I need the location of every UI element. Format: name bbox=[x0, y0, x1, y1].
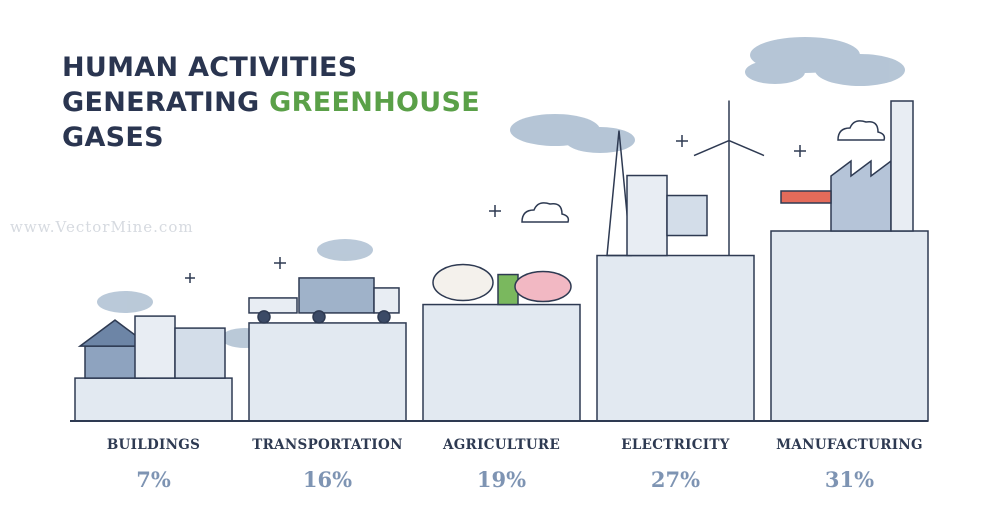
smoke-cloud-icon bbox=[745, 37, 905, 86]
smoke-cloud-icon bbox=[510, 114, 635, 153]
watermark-text: www.VectorMine.com bbox=[10, 218, 194, 236]
factory-icon bbox=[780, 100, 914, 232]
bar-manufacturing bbox=[770, 230, 929, 422]
chart-title: HUMAN ACTIVITIES GENERATING GREENHOUSE G… bbox=[62, 50, 480, 155]
value-label: 27% bbox=[651, 467, 700, 492]
category-label: MANUFACTURING bbox=[776, 437, 923, 453]
value-label: 31% bbox=[825, 467, 874, 492]
labels-group: BUILDINGS 7% TRANSPORTATION 16% AGRICULTURE 1… bbox=[107, 437, 923, 492]
farm-animals-icon bbox=[432, 263, 572, 306]
value-label: 7% bbox=[136, 467, 171, 492]
category-label: TRANSPORTATION bbox=[252, 437, 402, 453]
bar-buildings bbox=[74, 377, 233, 422]
sparkle-icon bbox=[185, 135, 806, 283]
title-line-2-text: GENERATING bbox=[62, 87, 270, 118]
bar-transportation bbox=[248, 322, 407, 422]
truck-icon bbox=[248, 277, 400, 324]
house-icon bbox=[77, 315, 226, 379]
bars-group bbox=[74, 230, 929, 422]
bar-agriculture bbox=[422, 303, 581, 422]
value-label: 19% bbox=[477, 467, 526, 492]
category-label: AGRICULTURE bbox=[442, 437, 560, 453]
category-label: BUILDINGS bbox=[107, 437, 200, 453]
title-accent-word: GREENHOUSE bbox=[269, 87, 480, 118]
power-plant-icon bbox=[606, 100, 765, 257]
category-label: ELECTRICITY bbox=[621, 437, 730, 453]
value-label: 16% bbox=[303, 467, 352, 492]
title-line-3: GASES bbox=[62, 122, 164, 153]
title-line-2: GENERATING GREENHOUSE bbox=[62, 85, 480, 120]
bar-electricity bbox=[596, 254, 755, 422]
title-line-1: HUMAN ACTIVITIES bbox=[62, 52, 358, 83]
cloud-icon bbox=[521, 120, 886, 223]
